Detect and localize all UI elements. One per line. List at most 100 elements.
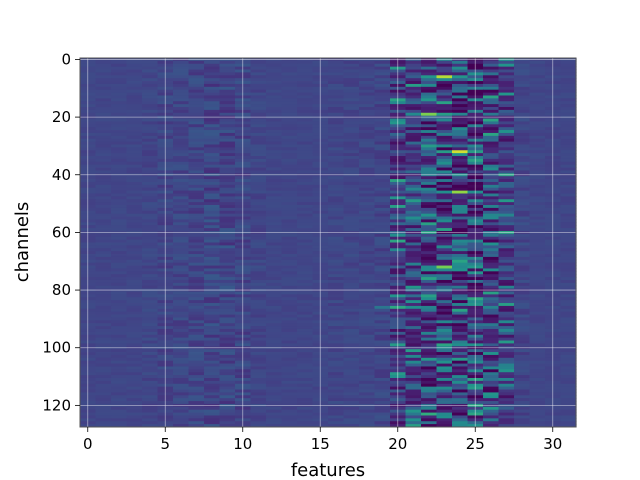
heatmap-cell (405, 225, 422, 229)
heatmap-cell (126, 372, 143, 376)
heatmap-cell (266, 360, 283, 364)
heatmap-cell (126, 239, 143, 243)
heatmap-cell (359, 412, 376, 416)
heatmap-cell (250, 147, 267, 151)
heatmap-cell (173, 121, 190, 125)
heatmap-cell (483, 176, 500, 180)
heatmap-cell (405, 251, 422, 255)
heatmap-cell (529, 383, 546, 388)
heatmap-cell (173, 193, 190, 197)
heatmap-cell (204, 300, 221, 304)
heatmap-cell (452, 398, 469, 402)
heatmap-cell (204, 326, 221, 330)
heatmap-cell (560, 233, 577, 238)
heatmap-cell (328, 60, 345, 65)
heatmap-cell (436, 282, 453, 287)
heatmap-cell (266, 207, 283, 212)
heatmap-cell (188, 377, 205, 382)
heatmap-cell (328, 366, 345, 370)
heatmap-cell (560, 354, 577, 359)
heatmap-cell (328, 277, 345, 281)
heatmap-cell (560, 268, 577, 272)
heatmap-cell (204, 383, 221, 388)
heatmap-cell (514, 181, 531, 186)
heatmap-cell (421, 251, 438, 255)
heatmap-cell (297, 86, 314, 91)
heatmap-cell (297, 331, 314, 336)
heatmap-cell (560, 72, 577, 76)
heatmap-cell (95, 380, 112, 385)
heatmap-cell (219, 92, 236, 96)
heatmap-cell (188, 210, 205, 215)
heatmap-cell (173, 424, 190, 428)
heatmap-cell (219, 424, 236, 428)
heatmap-cell (359, 176, 376, 180)
heatmap-cell (126, 167, 143, 171)
heatmap-cell (421, 372, 438, 376)
heatmap-cell (436, 95, 453, 99)
heatmap-cell (514, 72, 531, 76)
heatmap-cell (266, 202, 283, 206)
heatmap-cell (560, 219, 577, 223)
heatmap-cell (421, 323, 438, 327)
heatmap-cell (359, 421, 376, 425)
heatmap-cell (514, 360, 531, 364)
heatmap-cell (142, 242, 159, 246)
heatmap-cell (529, 75, 546, 79)
heatmap-cell (343, 372, 360, 376)
heatmap-cell (250, 265, 267, 269)
heatmap-cell (483, 401, 500, 405)
heatmap-cell (219, 380, 236, 385)
heatmap-cell (95, 176, 112, 180)
heatmap-cell (281, 377, 298, 382)
heatmap-cell (483, 412, 500, 416)
heatmap-cell (266, 147, 283, 151)
heatmap-cell (266, 127, 283, 131)
heatmap-cell (343, 130, 360, 134)
heatmap-cell (111, 401, 128, 405)
heatmap-cell (126, 89, 143, 93)
heatmap-cell (297, 233, 314, 238)
heatmap-cell (188, 383, 205, 388)
heatmap-cell (529, 207, 546, 212)
heatmap-cell (142, 167, 159, 171)
heatmap-cell (142, 130, 159, 134)
heatmap-cell (219, 127, 236, 131)
heatmap-cell (281, 248, 298, 252)
heatmap-cell (359, 242, 376, 246)
heatmap-cells (80, 58, 577, 428)
heatmap-cell (281, 98, 298, 102)
heatmap-cell (514, 86, 531, 91)
heatmap-cell (126, 124, 143, 128)
heatmap-cell (359, 343, 376, 347)
heatmap-cell (204, 259, 221, 264)
heatmap-cell (483, 326, 500, 330)
heatmap-cell (250, 418, 267, 422)
heatmap-cell (421, 383, 438, 388)
heatmap-cell (498, 164, 515, 168)
heatmap-cell (111, 398, 128, 402)
heatmap-cell (297, 337, 314, 341)
heatmap-cell (405, 386, 422, 390)
heatmap-cell (405, 268, 422, 272)
heatmap-cell (250, 360, 267, 364)
heatmap-cell (359, 303, 376, 307)
heatmap-cell (297, 406, 314, 411)
heatmap-cell (204, 153, 221, 157)
heatmap-cell (204, 124, 221, 128)
heatmap-cell (266, 92, 283, 96)
heatmap-cell (405, 193, 422, 197)
heatmap-cell (250, 179, 267, 183)
heatmap-cell (498, 153, 515, 157)
heatmap-cell (343, 274, 360, 278)
heatmap-cell (95, 366, 112, 370)
heatmap-cell (266, 75, 283, 79)
heatmap-cell (266, 415, 283, 419)
heatmap-cell (343, 340, 360, 344)
heatmap-cell (328, 328, 345, 333)
heatmap-cell (250, 372, 267, 376)
heatmap-cell (142, 262, 159, 266)
heatmap-cell (219, 265, 236, 269)
heatmap-cell (266, 109, 283, 114)
